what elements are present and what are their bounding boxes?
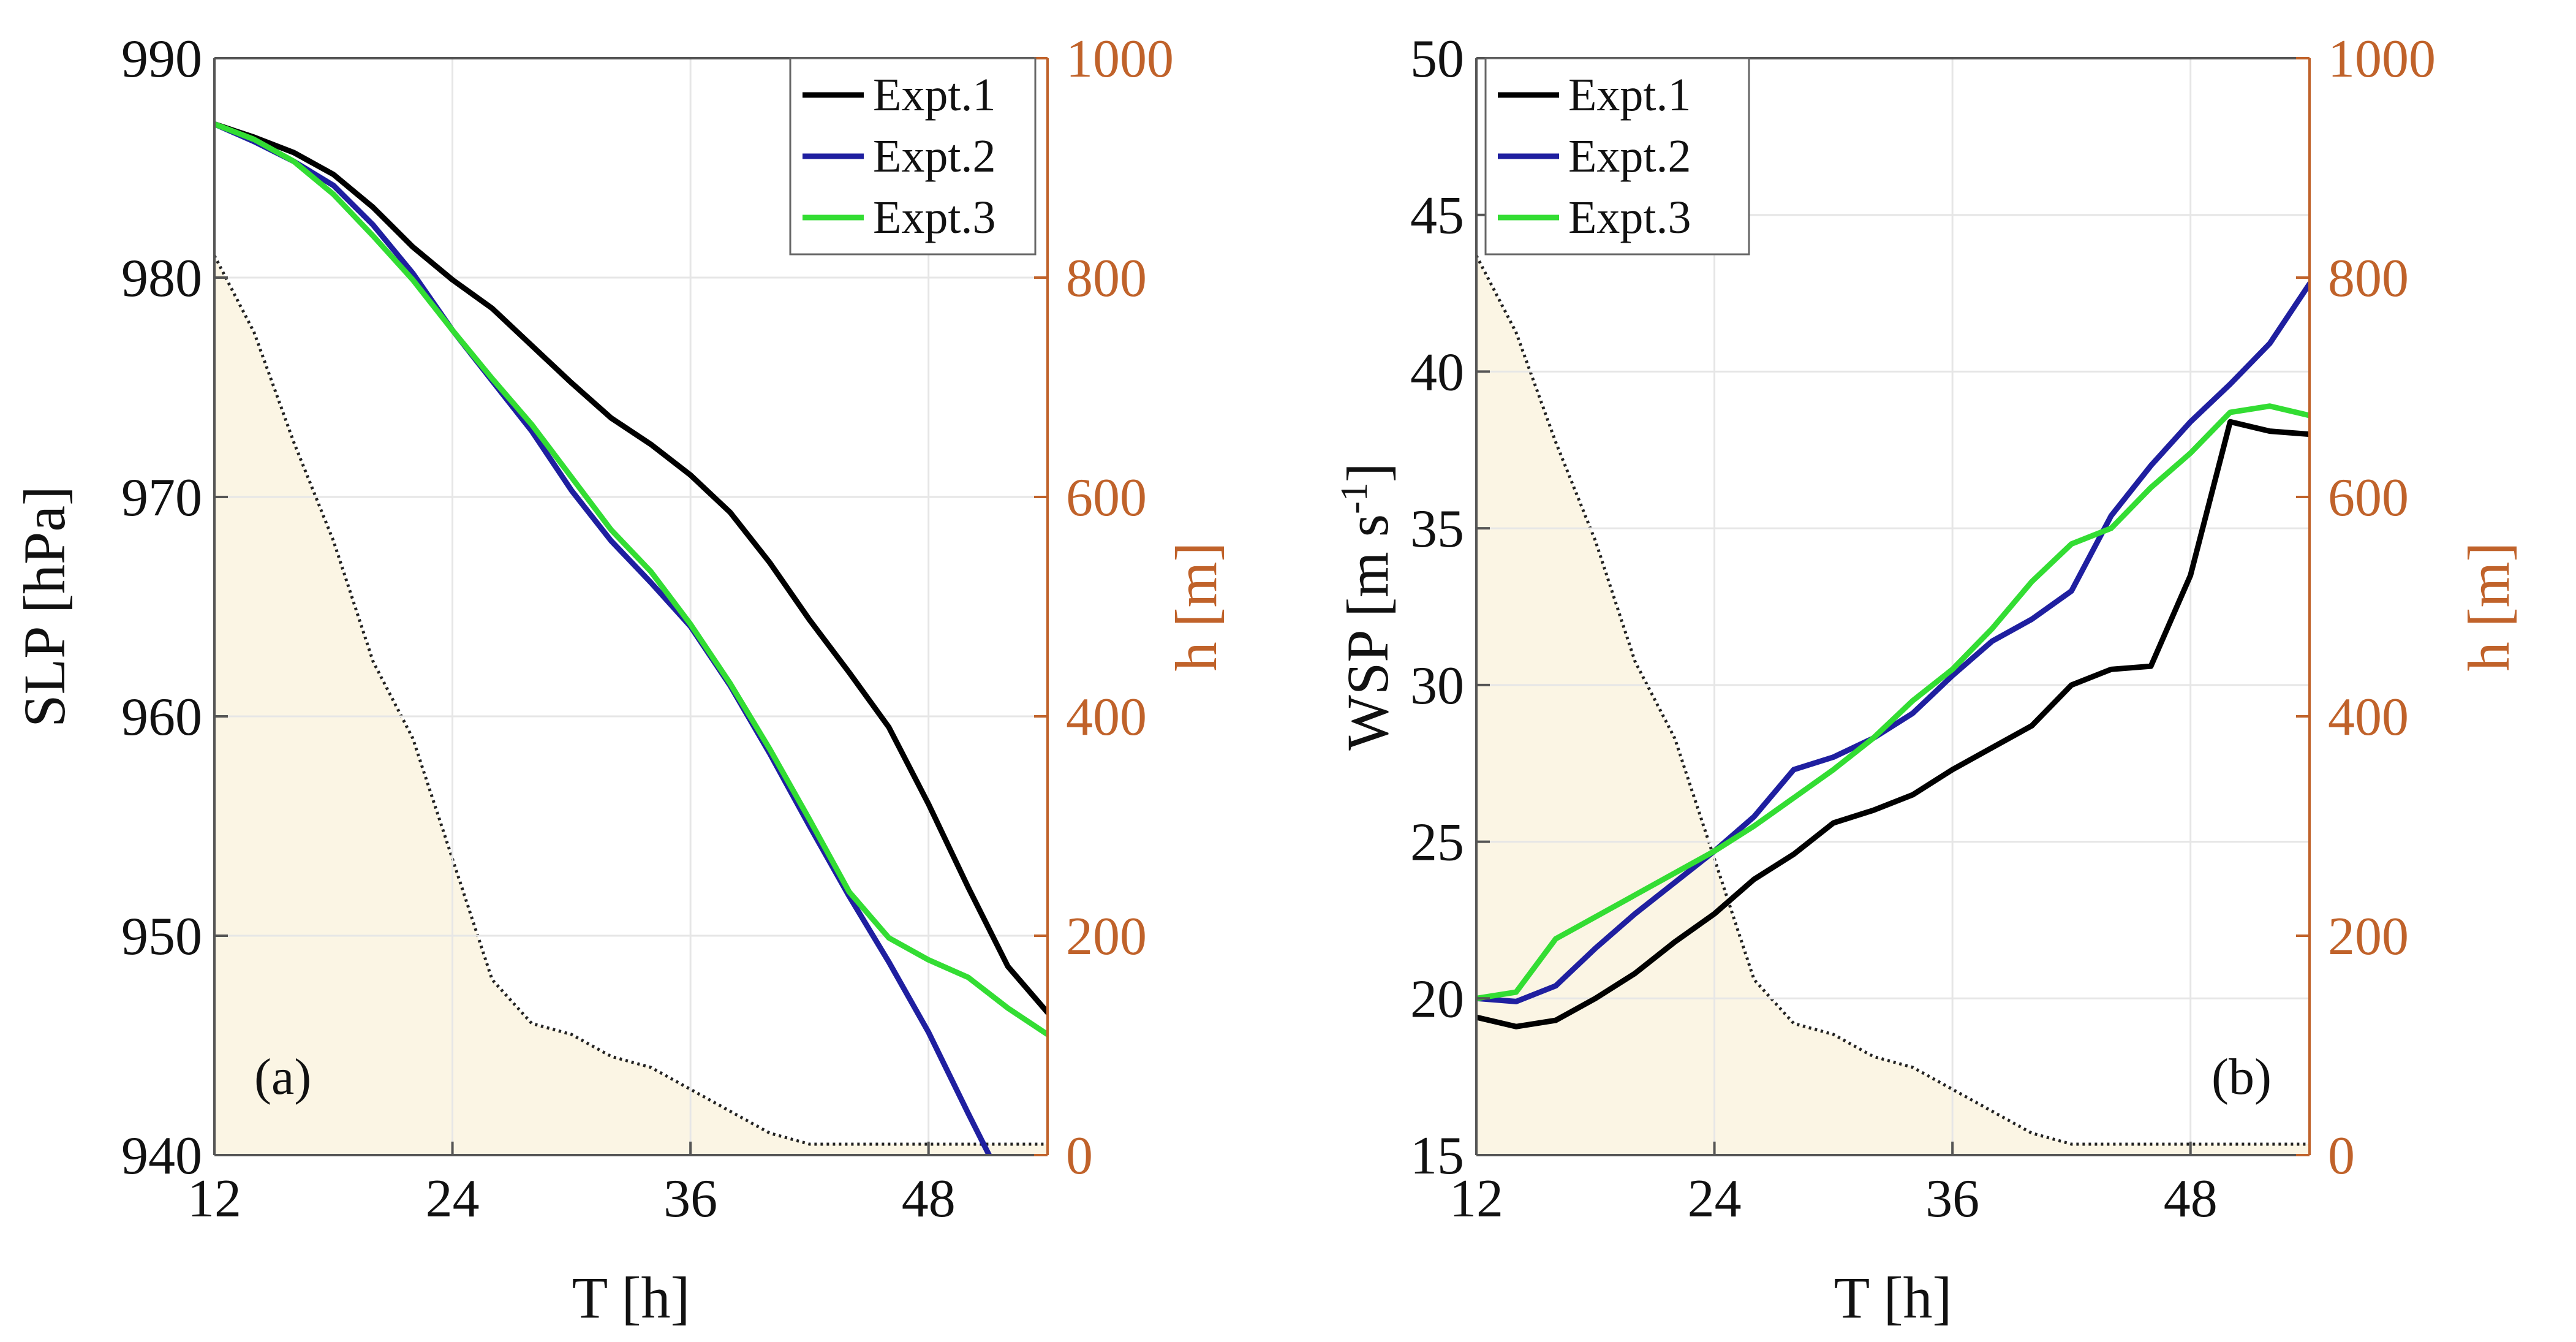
y-tick-label: 35 [1410, 499, 1464, 559]
y2-tick-label: 800 [2328, 249, 2409, 308]
x-tick-label: 36 [663, 1169, 717, 1229]
legend-entry: Expt.1 [873, 69, 996, 121]
x-axis-label: T [h] [1834, 1265, 1952, 1330]
y-tick-label: 970 [121, 468, 202, 528]
height-profile-line [1476, 255, 2310, 1146]
y-tick-label: 40 [1410, 343, 1464, 402]
x-tick-label: 36 [1925, 1169, 1979, 1229]
series-line-expt3 [1476, 403, 2310, 1001]
series-line-expt1 [214, 121, 1048, 1015]
y2-tick-label: 1000 [2328, 29, 2436, 89]
y-axis-label-superscript: -1 [1334, 482, 1375, 514]
legend-entry: Expt.1 [1568, 69, 1691, 121]
y2-tick-label: 600 [1066, 468, 1147, 528]
y2-tick-label: 0 [2328, 1126, 2355, 1186]
x-tick-label: 24 [426, 1169, 480, 1229]
x-tick-label: 12 [187, 1169, 241, 1229]
panel-b-wsp: 12 24 36 48 15 20 25 30 35 40 45 50 0 200 400 600 800 100… [1334, 29, 2521, 1330]
y2-tick-label: 200 [2328, 907, 2409, 966]
x-tick-label: 12 [1449, 1169, 1503, 1229]
y2-tick-label: 800 [1066, 249, 1147, 308]
panel-label: (b) [2212, 1048, 2272, 1105]
y-tick-label: 30 [1410, 656, 1464, 716]
y-tick-label: 25 [1410, 813, 1464, 873]
y-tick-label: 20 [1410, 969, 1464, 1029]
y-tick-label: 960 [121, 688, 202, 747]
legend-entry: Expt.2 [873, 131, 996, 182]
y2-tick-label: 0 [1066, 1126, 1093, 1186]
y-axis-label-end: ] [1335, 463, 1400, 482]
y-tick-label: 50 [1410, 29, 1464, 89]
height-profile-line [214, 255, 1048, 1146]
y2-tick-label: 600 [2328, 468, 2409, 528]
panel-a-slp: 12 24 36 48 940 950 960 970 980 990 0 200 400 600 800 1… [12, 29, 1229, 1330]
y-tick-label: 45 [1410, 186, 1464, 246]
y-tick-label: 940 [121, 1126, 202, 1186]
y2-tick-label: 400 [1066, 688, 1147, 747]
series-line-expt3 [214, 121, 1048, 1037]
series-line-expt2 [1476, 281, 2310, 1004]
height-profile-area [1476, 256, 2310, 1155]
legend-entry: Expt.3 [1568, 192, 1691, 243]
legend-entry: Expt.3 [873, 192, 996, 243]
y2-tick-label: 400 [2328, 688, 2409, 747]
y-axis-label: WSP [m s-1] [1334, 463, 1400, 750]
y-tick-label: 980 [121, 249, 202, 308]
series-line-expt2 [214, 121, 992, 1155]
x-axis-label: T [h] [572, 1265, 690, 1330]
y2-axis-label: h [m] [1163, 542, 1229, 672]
y-tick-label: 990 [121, 29, 202, 89]
legend-entry: Expt.2 [1568, 131, 1691, 182]
x-tick-label: 24 [1688, 1169, 1742, 1229]
y-axis-label: SLP [hPa] [12, 486, 77, 727]
y2-tick-label: 200 [1066, 907, 1147, 966]
height-profile-area [214, 256, 1048, 1155]
x-tick-label: 48 [2164, 1169, 2218, 1229]
y2-axis-label: h [m] [2456, 542, 2521, 672]
y2-tick-label: 1000 [1066, 29, 1174, 89]
series-line-expt1 [1476, 419, 2310, 1029]
y-tick-label: 15 [1410, 1126, 1464, 1186]
panel-label: (a) [254, 1048, 311, 1105]
x-tick-label: 48 [902, 1169, 956, 1229]
y-tick-label: 950 [121, 907, 202, 966]
